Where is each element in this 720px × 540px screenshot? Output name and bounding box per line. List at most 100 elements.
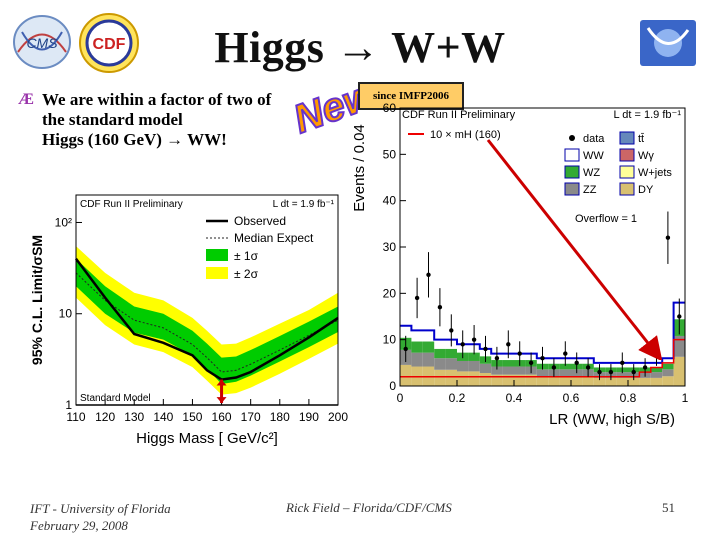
y-tick-label: 10 (59, 307, 73, 321)
y-tick-label: 10 (383, 333, 397, 347)
x-tick-label: 150 (182, 410, 202, 424)
legend-entry: WW (583, 150, 604, 162)
data-point (608, 369, 614, 375)
x-tick-label: 0 (397, 391, 404, 405)
data-point (642, 365, 648, 370)
data-point (597, 369, 602, 375)
footer-left: IFT - University of Florida February 29,… (30, 500, 171, 534)
legend-data-swatch (569, 135, 575, 141)
legend-entry: tt̄ (638, 133, 644, 145)
standard-model-label: Standard Model (80, 393, 151, 404)
footer-institution: IFT - University of Florida (30, 501, 171, 516)
legend-swatch (619, 165, 635, 179)
cdf-logo: CDF (78, 12, 140, 74)
stack-wz (662, 363, 674, 370)
y-axis-label: Events / 0.04 (351, 124, 368, 212)
stack-dy (491, 374, 503, 386)
x-tick-label: 200 (328, 410, 348, 424)
stack-dy (514, 374, 526, 386)
stack-zz (616, 372, 628, 378)
stack-dy (639, 377, 651, 386)
stack-zz (673, 335, 685, 357)
highlight-arrow (486, 139, 663, 360)
data-point (449, 328, 454, 333)
y-tick-label: 30 (383, 240, 397, 254)
data-point (426, 272, 431, 277)
stack-dy (559, 376, 571, 386)
legend-2sigma-swatch (206, 267, 228, 279)
y-tick-label: 40 (383, 194, 397, 208)
stack-dy (434, 369, 446, 386)
x-axis-label: LR (WW, high S/B) (549, 411, 675, 428)
legend-entry: data (583, 133, 605, 145)
x-tick-label: 180 (270, 410, 290, 424)
stack-zz (502, 366, 514, 375)
legend-entry: ZZ (583, 184, 597, 196)
x-tick-label: 0.8 (620, 391, 637, 405)
legend-swatch (564, 165, 580, 179)
overflow-label: Overflow = 1 (575, 213, 637, 225)
legend-entry: W+jets (638, 167, 672, 179)
stack-zz (457, 360, 469, 372)
new-badge-text: New (288, 72, 358, 136)
stack-dy (468, 371, 480, 386)
stack-dy (479, 373, 492, 386)
lumi-label: L dt = 1.9 fb⁻¹ (614, 109, 682, 121)
stack-wz (434, 348, 446, 359)
footer-author: Rick Field – Florida/CDF/CMS (286, 500, 452, 515)
stack-zz (479, 363, 492, 374)
data-point (437, 305, 443, 310)
x-tick-label: 160 (212, 410, 232, 424)
legend-swatch (619, 131, 635, 145)
stack-wz (411, 341, 423, 353)
cms-logo: CMS (12, 12, 72, 72)
new-badge-graphic: New (287, 71, 384, 143)
x-tick-label: 0.4 (506, 391, 523, 405)
stack-dy (582, 376, 594, 386)
ww-histogram (400, 301, 685, 364)
data-point (540, 356, 545, 361)
data-point (563, 351, 568, 356)
data-point (471, 337, 477, 342)
stack-dy (650, 377, 663, 386)
data-point (414, 295, 420, 301)
data-point (665, 235, 671, 240)
slide-title: Higgs → W+W (214, 23, 506, 72)
x-tick-label: 190 (299, 410, 319, 424)
fermilab-logo-graphic (640, 20, 696, 66)
x-tick-label: 130 (124, 410, 144, 424)
bullet-line-1: We are within a factor of two of (42, 90, 272, 109)
x-tick-label: 120 (95, 410, 115, 424)
cms-logo-graphic: CMS (13, 15, 71, 69)
legend-observed: Observed (234, 214, 286, 228)
stack-dy (457, 371, 469, 386)
fermilab-logo (638, 18, 698, 68)
stack-dy (400, 364, 412, 386)
data-point (677, 314, 682, 319)
lumi-label: L dt = 1.9 fb⁻¹ (273, 199, 335, 210)
signal-histogram (400, 338, 685, 378)
legend-swatch (619, 182, 635, 196)
legend-swatch (619, 148, 635, 162)
stack-dy (628, 377, 640, 386)
stack-zz (650, 372, 663, 378)
bullet-line-3: Higgs (160 GeV) → WW! (42, 130, 227, 149)
bullet-point: Æ We are within a factor of two of the s… (18, 90, 308, 150)
legend-swatch (564, 148, 580, 162)
stack-wz (445, 348, 457, 359)
x-tick-label: 1 (682, 391, 689, 405)
legend-swatch (564, 182, 580, 196)
stack-dy (593, 377, 606, 386)
y-tick-label: 20 (383, 286, 397, 300)
data-point (574, 360, 579, 366)
stack-dy (605, 377, 617, 386)
since-label: since IMFP2006 (358, 82, 464, 110)
stack-zz (434, 358, 446, 370)
observed-line (74, 258, 339, 381)
footer-date: February 29, 2008 (30, 518, 128, 533)
stack-zz (422, 352, 435, 367)
stack-zz (559, 369, 571, 377)
median-expected-line (75, 272, 339, 373)
stack-dy (673, 356, 685, 386)
